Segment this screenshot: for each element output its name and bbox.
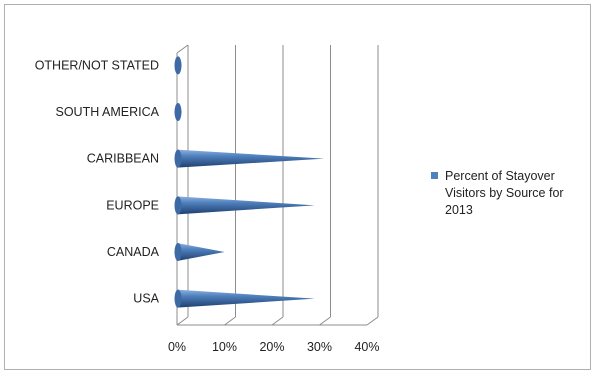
chart-frame <box>4 4 591 370</box>
bar-caribbean <box>177 149 325 168</box>
legend-line-3: 2013 <box>445 203 473 217</box>
category-label: CANADA <box>107 245 160 259</box>
x-tick-label: 20% <box>259 340 284 354</box>
bar-base <box>174 56 182 75</box>
x-tick-label: 0% <box>168 340 186 354</box>
bar-europe <box>177 196 315 215</box>
legend: Percent of Stayover Visitors by Source f… <box>431 169 564 217</box>
bar-base <box>174 196 182 215</box>
bar-canada <box>177 243 225 261</box>
legend-swatch <box>431 172 438 179</box>
left-wall-top-edge <box>176 44 189 54</box>
bar-base <box>174 243 182 261</box>
legend-line-1: Percent of Stayover <box>445 169 555 183</box>
gridline-floor <box>366 316 379 326</box>
gridline-floor <box>319 316 331 326</box>
bar-base <box>174 149 182 168</box>
gridline-floor <box>176 316 189 326</box>
category-label: USA <box>133 292 159 306</box>
bar-usa <box>177 289 315 308</box>
category-label: SOUTH AMERICA <box>56 105 160 119</box>
x-tick-label: 40% <box>354 340 379 354</box>
gridline-floor <box>224 316 236 326</box>
x-tick-label: 10% <box>212 340 237 354</box>
bar-base <box>174 289 182 308</box>
bar-base <box>174 103 182 121</box>
category-label: CARIBBEAN <box>87 152 159 166</box>
category-label: OTHER/NOT STATED <box>35 58 159 72</box>
category-label: EUROPE <box>106 198 159 212</box>
x-tick-label: 30% <box>307 340 332 354</box>
legend-line-2: Visitors by Source for <box>445 186 564 200</box>
gridline-floor <box>271 316 284 326</box>
